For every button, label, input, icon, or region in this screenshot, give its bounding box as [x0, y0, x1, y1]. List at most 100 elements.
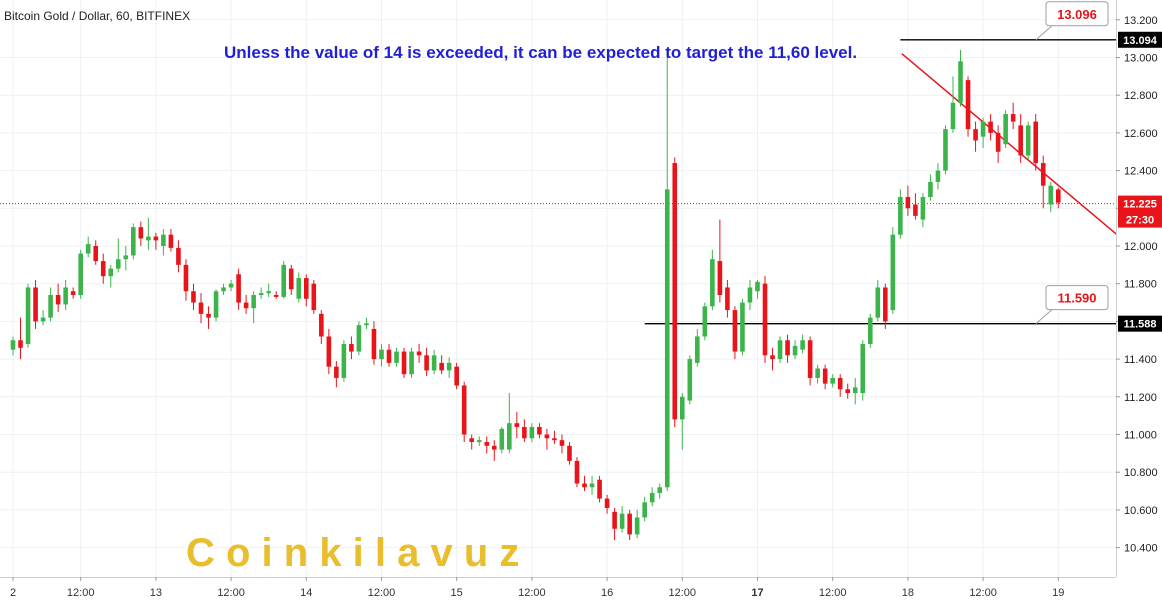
candle[interactable] — [266, 283, 271, 297]
candle[interactable] — [514, 411, 520, 439]
candle[interactable] — [221, 283, 226, 296]
candle[interactable] — [63, 279, 68, 311]
candle[interactable] — [296, 272, 302, 303]
candle[interactable] — [604, 494, 610, 514]
candle[interactable] — [168, 229, 174, 252]
candle[interactable] — [664, 48, 670, 492]
candle[interactable] — [161, 229, 166, 256]
candle[interactable] — [740, 298, 745, 356]
candle[interactable] — [146, 217, 151, 250]
candle[interactable] — [958, 49, 963, 107]
candle[interactable] — [476, 436, 482, 446]
candle[interactable] — [206, 306, 211, 329]
candle[interactable] — [401, 347, 407, 378]
candle[interactable] — [319, 310, 324, 345]
candle[interactable] — [499, 426, 505, 454]
candle[interactable] — [18, 317, 23, 360]
candle[interactable] — [191, 283, 196, 311]
candle[interactable] — [702, 302, 708, 341]
candle[interactable] — [807, 336, 813, 386]
candle[interactable] — [424, 347, 429, 377]
candle[interactable] — [943, 125, 948, 175]
candle[interactable] — [657, 483, 663, 499]
candle[interactable] — [491, 440, 497, 461]
candle[interactable] — [920, 193, 926, 228]
candle[interactable] — [386, 344, 392, 367]
candle[interactable] — [710, 249, 715, 311]
candle[interactable] — [484, 436, 490, 454]
candle[interactable] — [371, 321, 377, 365]
candle[interactable] — [228, 279, 234, 292]
candle[interactable] — [567, 442, 572, 465]
candle[interactable] — [198, 293, 204, 324]
candle[interactable] — [860, 340, 866, 401]
candle[interactable] — [1010, 102, 1016, 130]
candle[interactable] — [258, 287, 264, 299]
candle[interactable] — [642, 496, 647, 522]
candle[interactable] — [379, 344, 384, 367]
candle[interactable] — [687, 355, 693, 405]
candle[interactable] — [672, 157, 678, 427]
candle[interactable] — [965, 76, 971, 137]
candle[interactable] — [612, 508, 617, 541]
candle[interactable] — [115, 238, 121, 273]
candlestick-series[interactable] — [10, 48, 1061, 541]
candle[interactable] — [582, 475, 587, 492]
price-callouts[interactable]: 13.096 11.590 — [1035, 1, 1109, 325]
candle[interactable] — [980, 117, 986, 148]
candle[interactable] — [1048, 181, 1054, 213]
candle[interactable] — [454, 362, 459, 390]
candle[interactable] — [1018, 114, 1023, 164]
candle[interactable] — [461, 381, 467, 443]
candle[interactable] — [875, 279, 881, 322]
candle[interactable] — [153, 232, 159, 250]
candle[interactable] — [574, 457, 580, 488]
candle[interactable] — [950, 76, 956, 133]
candle[interactable] — [469, 434, 475, 450]
candle[interactable] — [679, 393, 685, 450]
candle[interactable] — [33, 279, 38, 329]
candle[interactable] — [695, 328, 700, 367]
candle[interactable] — [409, 347, 414, 378]
candle[interactable] — [123, 246, 129, 271]
candle[interactable] — [725, 279, 730, 318]
candle[interactable] — [1033, 114, 1039, 171]
candle[interactable] — [785, 334, 790, 363]
candle[interactable] — [717, 219, 723, 303]
candle[interactable] — [1055, 187, 1061, 209]
candle[interactable] — [522, 419, 527, 443]
candle[interactable] — [138, 221, 144, 246]
candle[interactable] — [311, 279, 317, 314]
candle[interactable] — [326, 328, 332, 375]
candle[interactable] — [852, 377, 858, 405]
candle[interactable] — [439, 355, 444, 375]
candle[interactable] — [10, 336, 16, 356]
candle[interactable] — [25, 283, 31, 348]
candle[interactable] — [905, 185, 911, 216]
candle[interactable] — [762, 276, 768, 363]
candle[interactable] — [236, 268, 241, 311]
candle[interactable] — [334, 360, 339, 388]
candle[interactable] — [777, 336, 783, 363]
candle[interactable] — [446, 357, 452, 378]
candle[interactable] — [1040, 155, 1046, 209]
candle[interactable] — [131, 223, 136, 260]
candle[interactable] — [898, 189, 903, 239]
candle[interactable] — [627, 509, 632, 541]
candle[interactable] — [913, 193, 918, 220]
trendline[interactable] — [901, 53, 1127, 243]
candle[interactable] — [529, 423, 535, 443]
candle[interactable] — [815, 364, 820, 384]
candle[interactable] — [281, 261, 287, 299]
candle[interactable] — [176, 240, 181, 273]
candle[interactable] — [349, 336, 354, 360]
candle[interactable] — [1025, 121, 1031, 160]
candle[interactable] — [755, 279, 760, 299]
analysis-annotation[interactable]: Unless the value of 14 is exceeded, it c… — [224, 43, 857, 62]
candle[interactable] — [273, 291, 279, 299]
candle[interactable] — [364, 317, 369, 329]
candle[interactable] — [732, 306, 738, 360]
descending-trendline[interactable] — [901, 53, 1127, 243]
candle[interactable] — [93, 240, 99, 265]
